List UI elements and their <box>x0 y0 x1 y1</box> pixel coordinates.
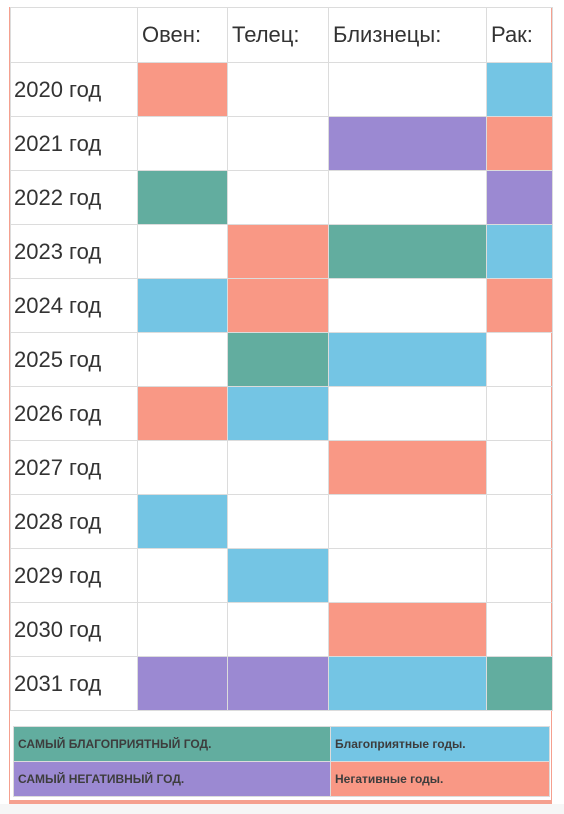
gemini-cell <box>328 656 487 711</box>
header-aries: Овен: <box>137 7 228 63</box>
table-row: 2028 год <box>10 494 553 549</box>
year-cell: 2021 год <box>10 116 138 171</box>
year-cell: 2024 год <box>10 278 138 333</box>
cancer-cell <box>486 170 553 225</box>
cancer-cell <box>486 440 553 495</box>
legend-row: САМЫЙ НЕГАТИВНЫЙ ГОД. Негативные годы. <box>13 761 550 797</box>
year-cell: 2022 год <box>10 170 138 225</box>
gemini-cell <box>328 332 487 387</box>
legend-best-year: САМЫЙ БЛАГОПРИЯТНЫЙ ГОД. <box>13 726 331 762</box>
gemini-cell <box>328 62 487 117</box>
cancer-cell <box>486 224 553 279</box>
year-cell: 2020 год <box>10 62 138 117</box>
aries-cell <box>137 224 228 279</box>
aries-cell <box>137 116 228 171</box>
cancer-cell <box>486 548 553 603</box>
year-cell: 2031 год <box>10 656 138 711</box>
bottom-border <box>9 800 552 804</box>
legend-good-years: Благоприятные годы. <box>330 726 550 762</box>
table-row: 2026 год <box>10 386 553 441</box>
table-row: 2022 год <box>10 170 553 225</box>
taurus-cell <box>227 170 329 225</box>
taurus-cell <box>227 494 329 549</box>
cancer-cell <box>486 278 553 333</box>
aries-cell <box>137 656 228 711</box>
header-cancer: Рак: <box>486 7 553 63</box>
gemini-cell <box>328 386 487 441</box>
table-row: 2029 год <box>10 548 553 603</box>
table-row: 2030 год <box>10 602 553 657</box>
aries-cell <box>137 602 228 657</box>
header-taurus: Телец: <box>227 7 329 63</box>
aries-cell <box>137 62 228 117</box>
aries-cell <box>137 386 228 441</box>
taurus-cell <box>227 116 329 171</box>
year-cell: 2023 год <box>10 224 138 279</box>
table-row: 2025 год <box>10 332 553 387</box>
gemini-cell <box>328 224 487 279</box>
aries-cell <box>137 440 228 495</box>
aries-cell <box>137 332 228 387</box>
aries-cell <box>137 494 228 549</box>
legend-bad-years: Негативные годы. <box>330 761 550 797</box>
year-cell: 2029 год <box>10 548 138 603</box>
table-row: 2021 год <box>10 116 553 171</box>
table-row: 2031 год <box>10 656 553 711</box>
cancer-cell <box>486 386 553 441</box>
year-cell: 2030 год <box>10 602 138 657</box>
table-row: 2024 год <box>10 278 553 333</box>
gemini-cell <box>328 548 487 603</box>
cancer-cell <box>486 602 553 657</box>
table-header-row: Овен: Телец: Близнецы: Рак: <box>10 7 553 63</box>
aries-cell <box>137 170 228 225</box>
taurus-cell <box>227 440 329 495</box>
taurus-cell <box>227 278 329 333</box>
cancer-cell <box>486 656 553 711</box>
year-cell: 2026 год <box>10 386 138 441</box>
taurus-cell <box>227 548 329 603</box>
year-cell: 2027 год <box>10 440 138 495</box>
gemini-cell <box>328 602 487 657</box>
taurus-cell <box>227 332 329 387</box>
table-row: 2020 год <box>10 62 553 117</box>
gemini-cell <box>328 278 487 333</box>
gemini-cell <box>328 116 487 171</box>
gemini-cell <box>328 170 487 225</box>
cancer-cell <box>486 332 553 387</box>
taurus-cell <box>227 62 329 117</box>
aries-cell <box>137 548 228 603</box>
header-gemini: Близнецы: <box>328 7 487 63</box>
corner-cell <box>10 7 138 63</box>
year-cell: 2025 год <box>10 332 138 387</box>
year-cell: 2028 год <box>10 494 138 549</box>
gemini-cell <box>328 494 487 549</box>
legend-table: САМЫЙ БЛАГОПРИЯТНЫЙ ГОД. Благоприятные г… <box>13 726 550 797</box>
legend-row: САМЫЙ БЛАГОПРИЯТНЫЙ ГОД. Благоприятные г… <box>13 726 550 762</box>
aries-cell <box>137 278 228 333</box>
page-bottom <box>0 804 564 814</box>
taurus-cell <box>227 602 329 657</box>
table-row: 2023 год <box>10 224 553 279</box>
cancer-cell <box>486 116 553 171</box>
table-row: 2027 год <box>10 440 553 495</box>
taurus-cell <box>227 224 329 279</box>
horoscope-years-table: Овен: Телец: Близнецы: Рак: 2020 год 202… <box>10 7 553 711</box>
legend-worst-year: САМЫЙ НЕГАТИВНЫЙ ГОД. <box>13 761 331 797</box>
cancer-cell <box>486 62 553 117</box>
taurus-cell <box>227 386 329 441</box>
taurus-cell <box>227 656 329 711</box>
cancer-cell <box>486 494 553 549</box>
gemini-cell <box>328 440 487 495</box>
